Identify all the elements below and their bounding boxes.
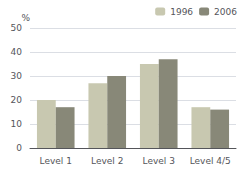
svg-text:2006: 2006	[214, 7, 237, 17]
svg-text:40: 40	[11, 47, 23, 57]
svg-text:10: 10	[11, 119, 23, 129]
svg-text:Level 4/5: Level 4/5	[190, 156, 231, 166]
svg-text:20: 20	[11, 95, 23, 105]
svg-text:0: 0	[16, 143, 22, 153]
svg-text:30: 30	[11, 71, 23, 81]
svg-text:50: 50	[11, 23, 23, 33]
svg-text:1996: 1996	[170, 7, 193, 17]
svg-text:Level 1: Level 1	[40, 156, 72, 166]
svg-text:%: %	[21, 13, 30, 23]
svg-text:Level 2: Level 2	[91, 156, 123, 166]
svg-text:Level 3: Level 3	[143, 156, 175, 166]
